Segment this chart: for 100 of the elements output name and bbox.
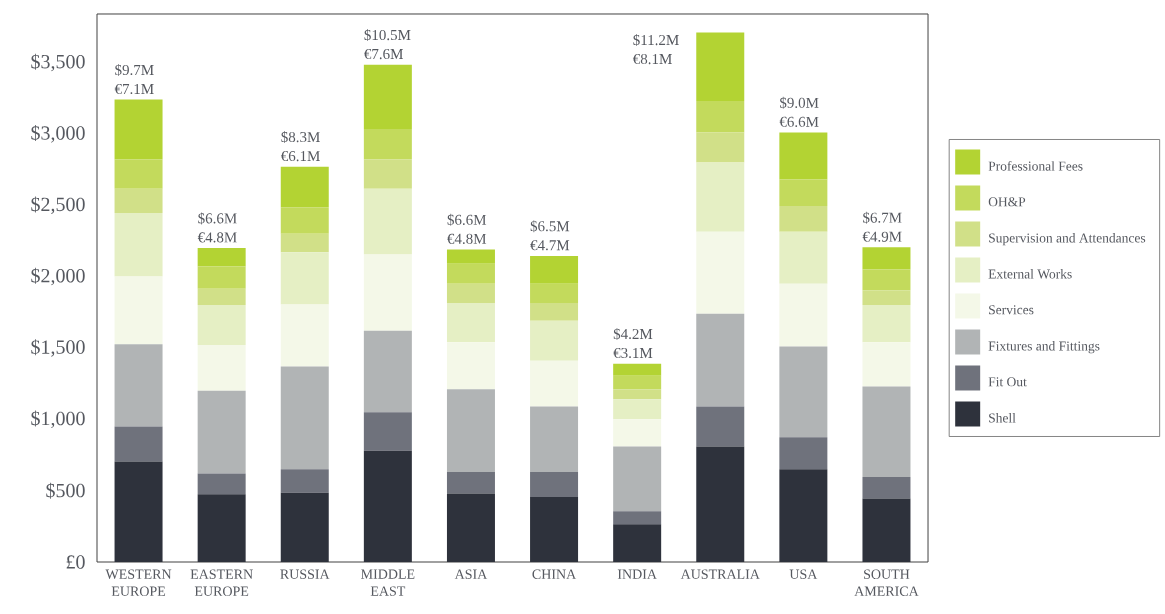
bar [114, 426, 163, 462]
bar [530, 302, 579, 321]
bar [363, 128, 412, 160]
bar [779, 437, 828, 470]
bar [696, 313, 745, 407]
x-tick-label: USA [789, 569, 818, 579]
bar [862, 477, 911, 499]
bar [779, 179, 828, 206]
total-label: $9.7M €7.1M [114, 64, 154, 95]
bar [696, 101, 745, 133]
bar [779, 283, 828, 347]
bar [197, 345, 246, 391]
bar [197, 266, 246, 289]
bar [280, 492, 329, 562]
bar [779, 205, 828, 232]
bar [779, 469, 828, 562]
bar [613, 524, 662, 562]
bar [779, 346, 828, 438]
bar [363, 450, 412, 562]
bar [280, 366, 329, 470]
y-tick-label: $500 [46, 482, 85, 499]
bar [613, 399, 662, 420]
bar [446, 249, 495, 264]
bar [114, 159, 163, 189]
bar [114, 188, 163, 214]
bar [613, 419, 662, 447]
y-tick-label: $1,000 [31, 410, 85, 429]
bar [446, 302, 495, 343]
bar [530, 360, 579, 407]
total-label: $6.7M €4.9M [862, 211, 902, 242]
bar [114, 344, 163, 427]
bar [862, 386, 911, 478]
legend-label: Professional Fees [988, 161, 1083, 171]
total-label: $8.3M €6.1M [280, 131, 320, 162]
bar [280, 469, 329, 493]
total-label: $6.6M €4.8M [197, 212, 237, 243]
y-tick-label: £0 [66, 555, 85, 569]
bar [862, 342, 911, 387]
bar [530, 320, 579, 361]
bar [280, 207, 329, 234]
total-label: $6.5M €4.7M [530, 220, 570, 251]
legend-label: Shell [989, 413, 1016, 423]
bar [862, 498, 911, 562]
bar [280, 252, 329, 305]
y-tick-label: $3,000 [31, 125, 85, 143]
bar [613, 363, 662, 376]
legend-label: Services [989, 305, 1034, 315]
bar [280, 166, 329, 208]
bar [197, 494, 246, 562]
bar [114, 276, 163, 345]
x-tick-label: EASTERN EUROPE [190, 569, 253, 596]
bar [197, 390, 246, 474]
bar [530, 283, 579, 303]
bar [696, 132, 745, 163]
bar [613, 511, 662, 525]
bar [446, 472, 495, 494]
bar [613, 389, 662, 400]
bar [779, 132, 828, 180]
x-tick-label: MIDDLE EAST [361, 569, 415, 596]
x-tick-label: RUSSIA [280, 569, 330, 579]
bar [363, 64, 412, 129]
bar [696, 446, 745, 562]
bar [613, 446, 662, 512]
total-label: $11.2M €8.1M [632, 34, 679, 65]
legend-label: Supervision and Attendances [989, 233, 1146, 246]
bar [363, 254, 412, 331]
legend-label: External Works [988, 269, 1072, 279]
x-tick-label: AUSTRALIA [680, 569, 760, 579]
x-tick-label: CHINA [532, 569, 577, 579]
bar [530, 255, 579, 284]
bar [197, 248, 246, 267]
bar [197, 473, 246, 495]
bar [862, 305, 911, 343]
total-label: $9.0M €6.6M [779, 96, 819, 127]
bar [446, 342, 495, 390]
y-tick-label: $1,500 [31, 339, 85, 357]
x-tick-label: WESTERN EUROPE [105, 569, 172, 596]
total-label: $6.6M €4.8M [447, 213, 487, 244]
bar [363, 330, 412, 413]
bar [696, 162, 745, 232]
bar [446, 283, 495, 303]
y-tick-label: $3,500 [31, 53, 85, 72]
x-tick-label: INDIA [617, 569, 657, 579]
bar [530, 406, 579, 473]
bar [363, 159, 412, 189]
bar [197, 305, 246, 346]
bar [862, 247, 911, 270]
bar [280, 233, 329, 253]
bar [197, 288, 246, 306]
bar [530, 472, 579, 498]
bar [862, 269, 911, 291]
bar [280, 304, 329, 367]
legend-label: OH&P [988, 197, 1026, 207]
y-tick-label: $2,000 [31, 267, 85, 286]
bar [363, 412, 412, 451]
total-label: $10.5M €7.6M [364, 29, 411, 60]
bar [363, 188, 412, 255]
bar [114, 213, 163, 277]
x-tick-label: SOUTH AMERICA [854, 569, 919, 596]
bar [446, 263, 495, 284]
